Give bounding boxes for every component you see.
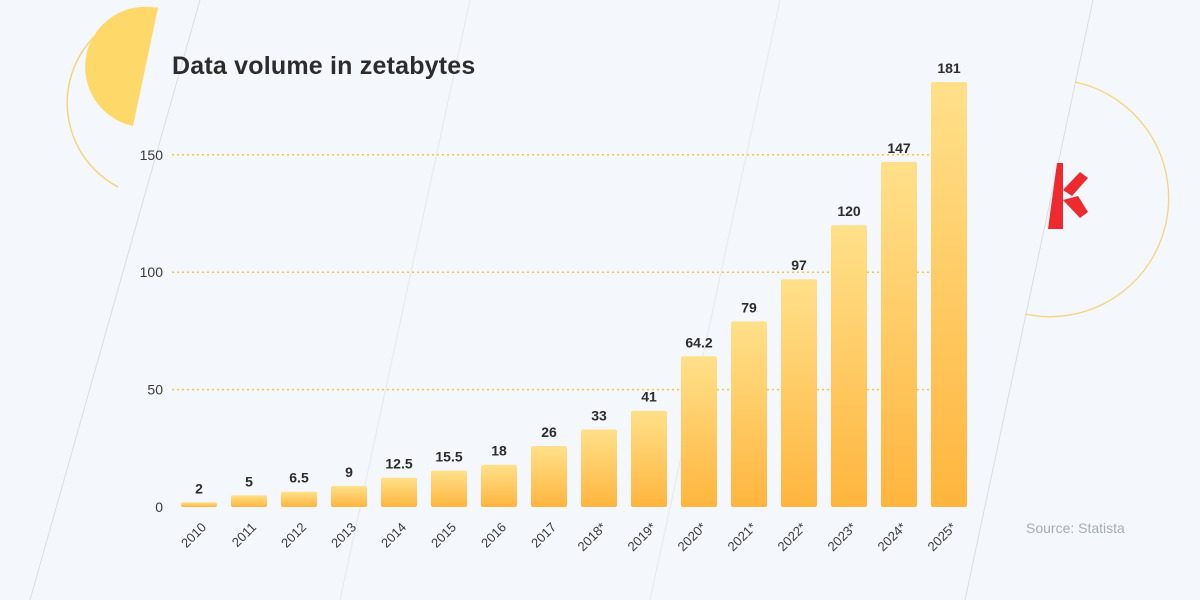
data-label: 181 xyxy=(937,60,961,76)
decor-half-circle xyxy=(85,6,158,126)
data-label: 79 xyxy=(741,300,757,316)
x-tick-label: 2013 xyxy=(328,520,359,551)
data-label: 26 xyxy=(541,424,557,440)
chart-title: Data volume in zetabytes xyxy=(172,52,476,80)
data-label: 64.2 xyxy=(685,334,712,350)
x-tick-label: 2020* xyxy=(674,520,709,555)
data-label: 2 xyxy=(195,480,203,496)
x-tick-label: 2014 xyxy=(378,520,409,551)
y-tick-label: 100 xyxy=(140,264,164,280)
decor-diagonal-line xyxy=(964,0,1094,600)
bar xyxy=(781,279,817,507)
x-tick-label: 2025* xyxy=(924,520,959,555)
bar xyxy=(631,410,667,507)
data-label: 18 xyxy=(491,443,507,459)
bar xyxy=(331,485,367,507)
data-label: 33 xyxy=(591,408,607,424)
data-label: 147 xyxy=(887,140,911,156)
data-label: 120 xyxy=(837,203,861,219)
x-axis-ticks: 2010 2011 2012 2013 2014 2015 2016 2017 2018* 201… xyxy=(178,520,959,555)
bar xyxy=(481,464,517,507)
x-tick-label: 2019* xyxy=(624,520,659,555)
data-label: 15.5 xyxy=(435,449,462,465)
y-axis-ticks: 0 50 100 150 xyxy=(140,147,164,515)
decor-diagonal-line xyxy=(649,0,781,600)
bar xyxy=(281,491,317,507)
data-label: 41 xyxy=(641,389,657,405)
decor-diagonal-line xyxy=(29,0,201,600)
bar xyxy=(881,161,917,507)
x-tick-label: 2022* xyxy=(774,520,809,555)
bar xyxy=(531,445,567,507)
data-label: 9 xyxy=(345,464,353,480)
y-tick-label: 0 xyxy=(155,499,163,515)
x-tick-label: 2017 xyxy=(528,520,559,551)
x-tick-label: 2015 xyxy=(428,520,459,551)
y-tick-label: 150 xyxy=(140,147,164,163)
x-tick-label: 2012 xyxy=(278,520,309,551)
x-tick-label: 2024* xyxy=(874,520,909,555)
bars xyxy=(181,82,967,507)
bar xyxy=(431,470,467,507)
x-tick-label: 2018* xyxy=(574,520,609,555)
bar xyxy=(681,356,717,507)
data-label: 5 xyxy=(245,473,253,489)
data-label: 97 xyxy=(791,257,807,273)
data-label: 6.5 xyxy=(289,470,309,486)
x-tick-label: 2011 xyxy=(229,520,259,550)
bar xyxy=(381,477,417,507)
logo-mark-icon xyxy=(1048,163,1088,229)
bar xyxy=(181,502,217,507)
value-labels: 2 5 6.5 9 12.5 15.5 18 26 33 41 64.2 79 97 120 147 181 xyxy=(195,60,961,496)
x-tick-label: 2010 xyxy=(178,520,209,551)
bar xyxy=(231,495,267,507)
source-note: Source: Statista xyxy=(1026,520,1125,536)
decor-arc-outline-right xyxy=(1024,81,1170,318)
x-tick-label: 2023* xyxy=(824,520,859,555)
bar xyxy=(581,429,617,507)
x-tick-label: 2021* xyxy=(724,520,759,555)
bar xyxy=(931,82,967,507)
y-tick-label: 50 xyxy=(147,382,163,398)
bar xyxy=(831,225,867,507)
bar xyxy=(731,321,767,507)
data-label: 12.5 xyxy=(385,456,412,472)
x-tick-label: 2016 xyxy=(478,520,509,551)
